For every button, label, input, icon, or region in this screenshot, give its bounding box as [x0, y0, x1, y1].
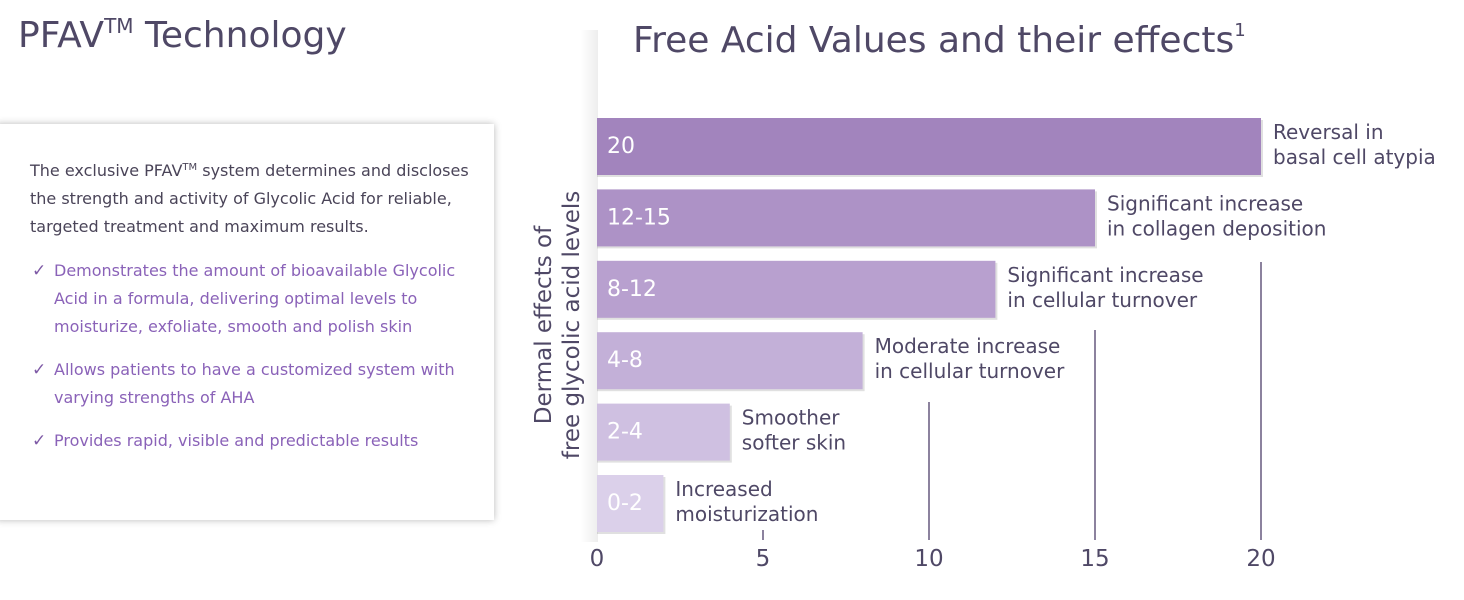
x-tick-label: 15	[1080, 546, 1109, 572]
bar-annotation: Smoother	[742, 406, 840, 430]
bullet-text: Demonstrates the amount of bioavailable …	[54, 261, 456, 336]
bar-category-label: 0-2	[607, 491, 643, 516]
bar-category-label: 8-12	[607, 277, 657, 302]
bullet-item: ✓ Allows patients to have a customized s…	[30, 356, 478, 412]
bar	[597, 189, 1095, 247]
bar-annotation: in collagen deposition	[1107, 216, 1326, 240]
footnote-marker: 1	[1234, 20, 1246, 41]
bar	[597, 260, 996, 318]
bar-annotation: softer skin	[742, 431, 846, 455]
bar-annotation: in cellular turnover	[875, 359, 1066, 383]
bullet-item: ✓ Provides rapid, visible and predictabl…	[30, 427, 478, 455]
trademark-superscript: TM	[182, 162, 198, 173]
bullet-text: Allows patients to have a customized sys…	[54, 360, 455, 407]
bar	[597, 475, 664, 532]
bar-category-label: 12-15	[607, 205, 671, 230]
bar-annotation: Significant increase	[1107, 191, 1303, 215]
bar-annotation: Reversal in	[1273, 120, 1384, 144]
bar	[597, 118, 1261, 175]
check-icon: ✓	[32, 360, 47, 380]
x-tick-label: 10	[914, 546, 943, 572]
bar-annotation: Increased	[675, 477, 772, 501]
bar	[597, 403, 730, 461]
chart-title: Free Acid Values and their effects1	[633, 20, 1246, 61]
x-tick-label: 0	[590, 546, 605, 572]
x-tick-label: 5	[756, 546, 771, 572]
x-tick-label: 20	[1246, 546, 1275, 572]
info-card: The exclusive PFAVTM system determines a…	[0, 124, 494, 520]
chart-axis-shadow	[580, 30, 598, 542]
bullet-text: Provides rapid, visible and predictable …	[54, 431, 419, 450]
check-icon: ✓	[32, 261, 47, 281]
page-title: PFAVTM Technology	[18, 14, 347, 56]
bar-annotation: Significant increase	[1007, 263, 1203, 287]
bar-annotation: in cellular turnover	[1007, 288, 1198, 312]
bullet-item: ✓ Demonstrates the amount of bioavailabl…	[30, 257, 478, 341]
bar-category-label: 4-8	[607, 348, 643, 373]
bar-annotation: Moderate increase	[875, 334, 1061, 358]
trademark-superscript: TM	[104, 14, 134, 38]
check-icon: ✓	[32, 431, 47, 451]
intro-text: The exclusive PFAVTM system determines a…	[30, 161, 469, 236]
bar-annotation: basal cell atypia	[1273, 145, 1436, 169]
bar-category-label: 2-4	[607, 420, 643, 445]
bar-annotation: moisturization	[675, 502, 818, 526]
bar-category-label: 20	[607, 134, 635, 159]
bar	[597, 332, 863, 390]
